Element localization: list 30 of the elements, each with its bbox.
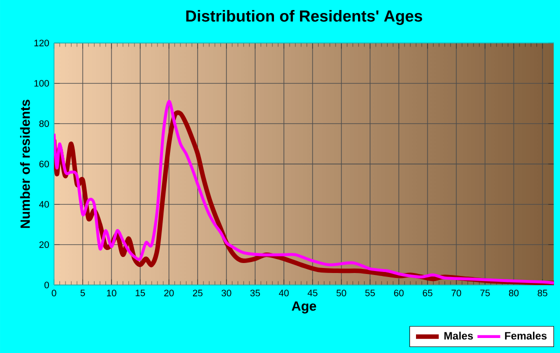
- y-tick-label: 120: [34, 40, 49, 46]
- x-tick-label: 30: [222, 290, 232, 296]
- y-tick-label: 40: [39, 201, 49, 208]
- y-tick-label: 60: [39, 160, 49, 168]
- chart-title: Distribution of Residents' Ages: [186, 10, 422, 25]
- y-axis-title: Number of residents: [20, 100, 30, 228]
- x-tick-label: 20: [164, 290, 174, 296]
- x-tick-label: 0: [52, 290, 56, 296]
- x-tick-label: 65: [422, 290, 432, 296]
- x-tick-label: 50: [336, 290, 346, 296]
- x-tick-label: 5: [80, 290, 85, 296]
- x-tick-label: 70: [452, 290, 462, 296]
- x-tick-label: 35: [250, 290, 260, 296]
- x-tick-label: 55: [365, 290, 375, 296]
- legend-label: Males: [444, 332, 473, 340]
- y-tick-label: 80: [39, 120, 49, 127]
- x-axis-title: Age: [292, 301, 316, 314]
- x-tick-label: 25: [192, 290, 202, 296]
- y-tick-label: 20: [39, 241, 49, 248]
- y-tick-label: 0: [44, 282, 49, 288]
- x-tick-label: 40: [278, 290, 289, 296]
- x-tick-label: 45: [308, 290, 318, 296]
- y-tick-label: 100: [34, 80, 49, 87]
- x-tick-label: 15: [136, 290, 145, 296]
- x-tick-label: 85: [538, 290, 548, 296]
- legend-label: Females: [505, 332, 547, 340]
- x-tick-label: 10: [107, 290, 116, 296]
- x-tick-label: 75: [480, 290, 490, 296]
- x-tick-label: 60: [394, 290, 404, 296]
- x-tick-label: 80: [508, 290, 519, 296]
